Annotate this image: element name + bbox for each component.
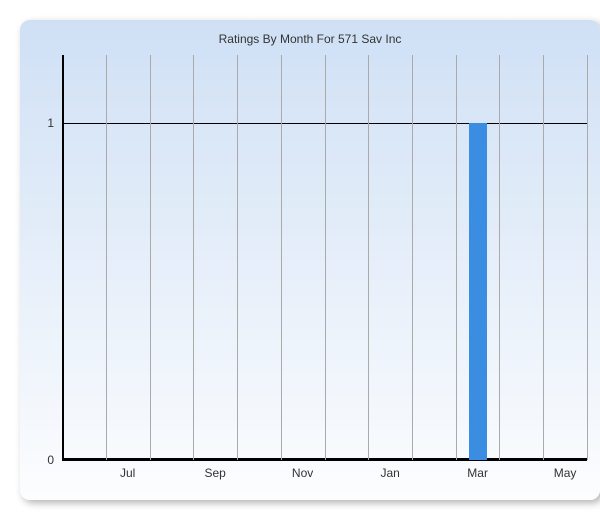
v-gridline [150, 55, 151, 460]
x-tick-label: Jan [380, 460, 399, 480]
x-tick-label: Nov [292, 460, 313, 480]
v-gridline [412, 55, 413, 460]
ratings-bar-chart: Ratings By Month For 571 Sav Inc 01JulSe… [20, 20, 600, 500]
y-tick-label: 0 [47, 453, 62, 467]
v-gridline [456, 55, 457, 460]
v-gridline [543, 55, 544, 460]
v-gridline [193, 55, 194, 460]
plot-area: 01JulSepNovJanMarMay [62, 55, 587, 460]
bar-mar [469, 123, 487, 461]
v-gridline [106, 55, 107, 460]
x-tick-label: May [554, 460, 577, 480]
v-gridline [281, 55, 282, 460]
v-gridline [237, 55, 238, 460]
v-gridline [499, 55, 500, 460]
x-tick-label: Jul [120, 460, 135, 480]
y-tick-label: 1 [47, 116, 62, 130]
h-gridline [62, 460, 587, 461]
v-gridline [368, 55, 369, 460]
x-tick-label: Sep [204, 460, 225, 480]
x-tick-label: Mar [467, 460, 488, 480]
y-axis-line [62, 55, 64, 460]
v-gridline [587, 55, 588, 460]
v-gridline [325, 55, 326, 460]
chart-title: Ratings By Month For 571 Sav Inc [20, 32, 600, 46]
